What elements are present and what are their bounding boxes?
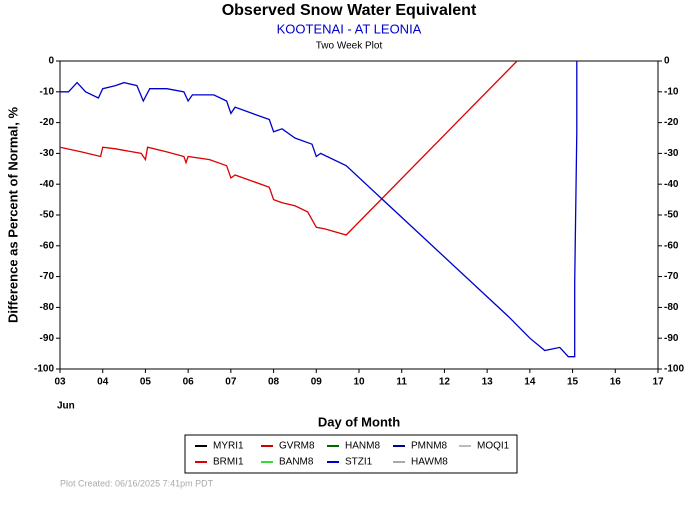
- y-tick-label: -60: [40, 240, 55, 251]
- x-tick-label: 07: [225, 377, 237, 388]
- y2-tick-label: -50: [664, 210, 679, 221]
- legend-label: GVRM8: [279, 441, 315, 452]
- x-axis-label: Day of Month: [318, 414, 400, 429]
- y-tick-label: -80: [40, 302, 55, 313]
- x-tick-label: 10: [353, 377, 365, 388]
- legend-box: [184, 434, 518, 474]
- y-tick-label: -40: [40, 179, 55, 190]
- y-axis-label: Difference as Percent of Normal, %: [5, 107, 20, 323]
- x-tick-label: 16: [610, 377, 622, 388]
- y2-tick-label: -100: [664, 364, 684, 375]
- plot-lines: [60, 61, 578, 358]
- x-tick-label: 12: [439, 377, 451, 388]
- x-tick-label: 06: [183, 377, 195, 388]
- x-tick-label: 08: [268, 377, 280, 388]
- y2-tick-label: -60: [664, 240, 679, 251]
- legend-label: MOQI1: [477, 441, 510, 452]
- legend-label: BRMI1: [213, 457, 244, 468]
- y-tick-label: -70: [40, 271, 55, 282]
- y-tick-label: 0: [48, 56, 54, 67]
- legend-label: BANM8: [279, 457, 314, 468]
- x-tick-label: 09: [311, 377, 323, 388]
- legend-label: HAWM8: [411, 457, 448, 468]
- footer: Plot Created: 06/16/2025 7:41pm PDT: [60, 478, 214, 488]
- x-tick-label: 17: [652, 377, 664, 388]
- y-tick-label: -20: [40, 117, 55, 128]
- legend-label: PMNM8: [411, 441, 448, 452]
- y2-tick-label: -30: [664, 148, 679, 159]
- legend-label: HANM8: [345, 441, 380, 452]
- x-tick-label: 13: [482, 377, 494, 388]
- x-tick-label: 15: [567, 377, 579, 388]
- month-label: Jun: [57, 401, 75, 412]
- y2-tick-label: -20: [664, 117, 679, 128]
- y2-tick-label: -40: [664, 179, 679, 190]
- chart-subtitle: KOOTENAI - AT LEONIA: [277, 21, 422, 36]
- y-tick-label: -30: [40, 148, 55, 159]
- y2-tick-label: -90: [664, 333, 679, 344]
- x-tick-label: 04: [97, 377, 109, 388]
- plot-area: [59, 60, 659, 370]
- plot-label: Two Week Plot: [316, 41, 383, 52]
- y2-tick-label: -80: [664, 302, 679, 313]
- y2-tick-label: 0: [664, 56, 670, 67]
- y2-tick-label: -70: [664, 271, 679, 282]
- y-tick-label: -90: [40, 333, 55, 344]
- series-line: [60, 61, 578, 358]
- y-tick-label: -10: [40, 86, 55, 97]
- legend-label: STZI1: [345, 457, 373, 468]
- x-tick-label: 05: [140, 377, 152, 388]
- y2-tick-label: -10: [664, 86, 679, 97]
- chart-title: Observed Snow Water Equivalent: [222, 2, 477, 19]
- y-tick-label: -50: [40, 210, 55, 221]
- x-tick-label: 14: [524, 377, 536, 388]
- series-line: [60, 61, 518, 236]
- x-tick-label: 03: [54, 377, 66, 388]
- x-tick-label: 11: [396, 377, 407, 388]
- y-tick-label: -100: [34, 364, 54, 375]
- legend-label: MYRI1: [213, 441, 244, 452]
